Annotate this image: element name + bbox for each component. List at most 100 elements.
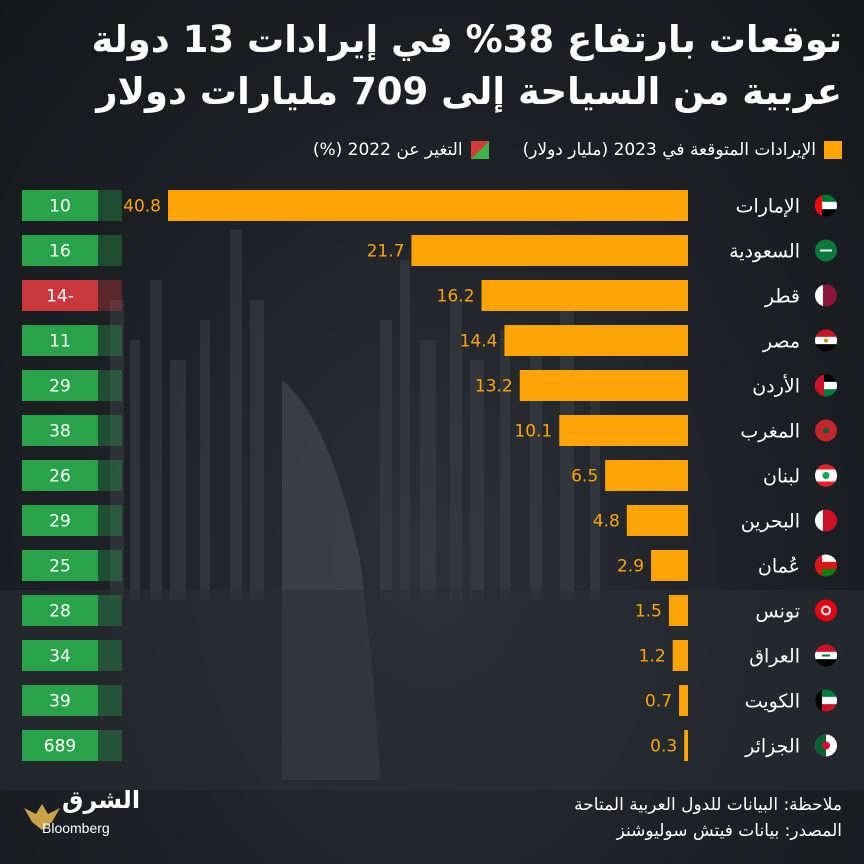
change-label-8: 29 — [49, 512, 71, 532]
algeria-flag-icon — [815, 734, 837, 757]
change-box-1 — [22, 190, 98, 221]
change-box-fade-3 — [98, 280, 122, 311]
lebanon-flag-icon — [815, 464, 837, 487]
value-label-4: 14.4 — [460, 332, 498, 352]
value-label-13: 0.3 — [650, 737, 677, 757]
legend-label-revenue: الإيرادات المتوقعة في 2023 (مليار دولار) — [522, 140, 816, 160]
legend-item-change: التغير عن 2022 (%) — [313, 140, 489, 160]
value-label-2: 21.7 — [367, 242, 405, 262]
change-box-fade-5 — [98, 370, 122, 401]
bar-5 — [519, 370, 688, 401]
eagle-badge-icon — [24, 804, 60, 830]
morocco-flag-icon — [815, 419, 837, 442]
value-label-3: 16.2 — [437, 287, 475, 307]
legend-swatch-revenue — [824, 141, 842, 159]
logo-brand: الشرق — [62, 786, 141, 814]
value-label-5: 13.2 — [475, 377, 513, 397]
legend-swatch-change — [470, 141, 489, 159]
saudi-flag-icon — [815, 239, 837, 262]
value-label-11: 1.2 — [639, 647, 666, 667]
bar-6 — [559, 415, 688, 446]
tunisia-flag-icon — [815, 599, 837, 622]
value-label-12: 0.7 — [645, 692, 672, 712]
category-label-6: المغرب — [740, 421, 800, 443]
change-box-fade-1 — [98, 190, 122, 221]
change-box-5 — [22, 370, 98, 401]
change-label-11: 34 — [49, 647, 71, 667]
value-label-1: 40.8 — [123, 197, 161, 217]
logo-sub: Bloomberg — [42, 820, 110, 836]
change-label-10: 28 — [49, 602, 71, 622]
footer-source: المصدر: بيانات فيتش سوليوشنز — [616, 821, 842, 841]
category-label-2: السعودية — [729, 241, 800, 263]
change-box-4 — [22, 325, 98, 356]
change-box-fade-9 — [98, 550, 122, 581]
change-box-13 — [22, 730, 98, 761]
bahrain-flag-icon — [815, 509, 837, 532]
change-label-4: 11 — [49, 332, 71, 352]
bar-8 — [626, 505, 688, 536]
bar-3 — [481, 280, 688, 311]
bar-13 — [684, 730, 688, 761]
category-label-4: مصر — [762, 331, 800, 353]
change-box-fade-12 — [98, 685, 122, 716]
category-label-1: الإمارات — [736, 196, 800, 218]
iraq-flag-icon — [815, 644, 837, 667]
legend-item-revenue: الإيرادات المتوقعة في 2023 (مليار دولار) — [523, 140, 842, 160]
legend-label-change: التغير عن 2022 (%) — [312, 140, 463, 160]
category-label-5: الأردن — [752, 375, 800, 398]
category-label-11: العراق — [749, 646, 800, 668]
bar-11 — [672, 640, 688, 671]
change-box-fade-4 — [98, 325, 122, 356]
bar-12 — [679, 685, 688, 716]
change-label-2: 16 — [49, 242, 71, 262]
value-label-6: 10.1 — [514, 422, 552, 442]
change-box-8 — [22, 505, 98, 536]
bar-1 — [168, 190, 688, 221]
change-label-1: 10 — [49, 197, 71, 217]
change-box-3 — [22, 280, 98, 311]
category-label-12: الكويت — [745, 691, 800, 713]
change-label-13: 689 — [44, 737, 76, 757]
brand-logo: الشرق Bloomberg — [22, 786, 142, 850]
change-label-7: 26 — [49, 467, 71, 487]
change-box-12 — [22, 685, 98, 716]
change-box-2 — [22, 235, 98, 266]
bar-4 — [504, 325, 688, 356]
change-box-7 — [22, 460, 98, 491]
chart-title: توقعات بارتفاع 38% في إيرادات 13 دولة عر… — [91, 18, 842, 113]
change-label-6: 38 — [49, 422, 71, 442]
egypt-flag-icon — [815, 329, 837, 352]
value-label-7: 6.5 — [571, 467, 598, 487]
bar-7 — [605, 460, 688, 491]
footer-notes: ملاحظة: البيانات للدول العربية المتاحة ا… — [574, 792, 842, 844]
value-label-9: 2.9 — [617, 557, 644, 577]
change-label-9: 25 — [49, 557, 71, 577]
change-label-12: 39 — [49, 692, 71, 712]
change-box-fade-6 — [98, 415, 122, 446]
footer-note: ملاحظة: البيانات للدول العربية المتاحة — [574, 795, 842, 815]
category-label-3: قطر — [764, 286, 800, 308]
change-label-3: 14- — [46, 287, 74, 307]
change-box-11 — [22, 640, 98, 671]
value-label-10: 1.5 — [635, 602, 662, 622]
category-label-13: الجزائر — [744, 736, 800, 758]
change-label-5: 29 — [49, 377, 71, 397]
jordan-flag-icon — [815, 374, 837, 397]
kuwait-flag-icon — [815, 689, 837, 712]
change-box-fade-10 — [98, 595, 122, 626]
qatar-flag-icon — [815, 284, 837, 307]
oman-flag-icon — [815, 554, 837, 577]
bar-2 — [411, 235, 688, 266]
category-label-8: البحرين — [741, 511, 800, 533]
change-box-fade-13 — [98, 730, 122, 761]
category-label-9: عُمان — [758, 556, 800, 578]
change-box-9 — [22, 550, 98, 581]
change-box-fade-8 — [98, 505, 122, 536]
change-box-fade-7 — [98, 460, 122, 491]
change-box-6 — [22, 415, 98, 446]
value-label-8: 4.8 — [593, 512, 620, 532]
bar-9 — [651, 550, 688, 581]
